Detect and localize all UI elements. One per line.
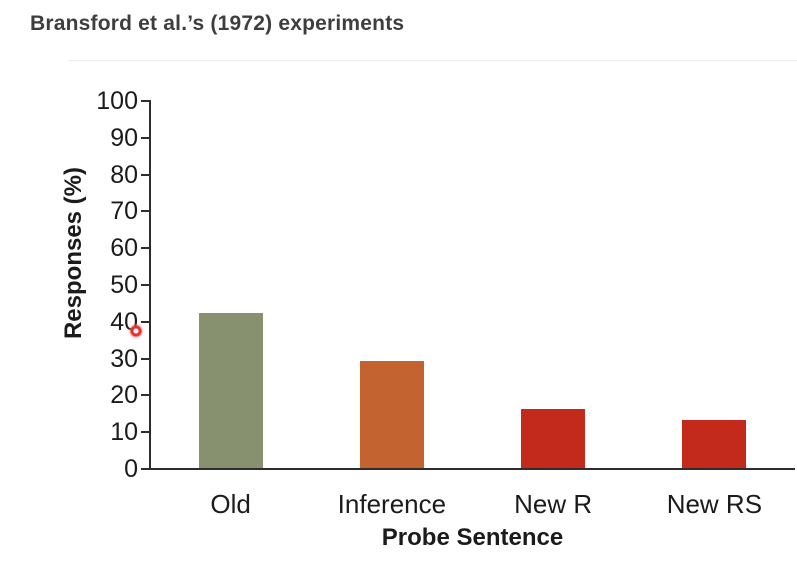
y-tick-20: [141, 394, 149, 397]
x-axis-title: Probe Sentence: [381, 524, 564, 551]
y-tick-40: [141, 320, 149, 323]
bar-old: [198, 313, 263, 468]
y-tick-0: [141, 468, 149, 470]
y-tick-10: [141, 431, 149, 434]
y-tick-70: [141, 210, 149, 213]
y-tick-label-60: 60: [110, 234, 138, 263]
bar-new-r: [521, 409, 586, 468]
x-category-label-new-rs: New RS: [666, 489, 763, 519]
y-tick-100: [141, 100, 149, 102]
y-tick-label-10: 10: [110, 418, 138, 447]
y-axis-title: Responses (%): [60, 166, 87, 340]
laser-pointer-dot: [128, 323, 144, 339]
y-tick-30: [141, 357, 149, 360]
y-tick-label-80: 80: [110, 160, 138, 189]
x-axis-line: [149, 468, 795, 470]
title-divider: [68, 60, 797, 61]
x-category-label-old: Old: [210, 489, 251, 519]
x-category-label-inference: Inference: [337, 489, 447, 519]
y-tick-label-30: 30: [110, 344, 138, 373]
y-tick-label-70: 70: [110, 197, 138, 226]
y-tick-90: [141, 136, 149, 139]
y-tick-label-90: 90: [110, 123, 138, 152]
chart-title: Bransford et al.’s (1972) experiments: [30, 12, 405, 35]
y-tick-50: [141, 284, 149, 286]
x-category-label-new-r: New R: [514, 489, 593, 519]
y-tick-label-0: 0: [124, 455, 138, 483]
y-tick-label-50: 50: [110, 271, 138, 299]
y-axis-line: [149, 100, 151, 470]
bar-inference: [359, 361, 424, 468]
y-tick-80: [141, 173, 149, 176]
bar-new-rs: [682, 420, 747, 468]
y-tick-60: [141, 247, 149, 250]
y-tick-label-20: 20: [110, 381, 138, 410]
y-tick-label-100: 100: [96, 87, 138, 115]
